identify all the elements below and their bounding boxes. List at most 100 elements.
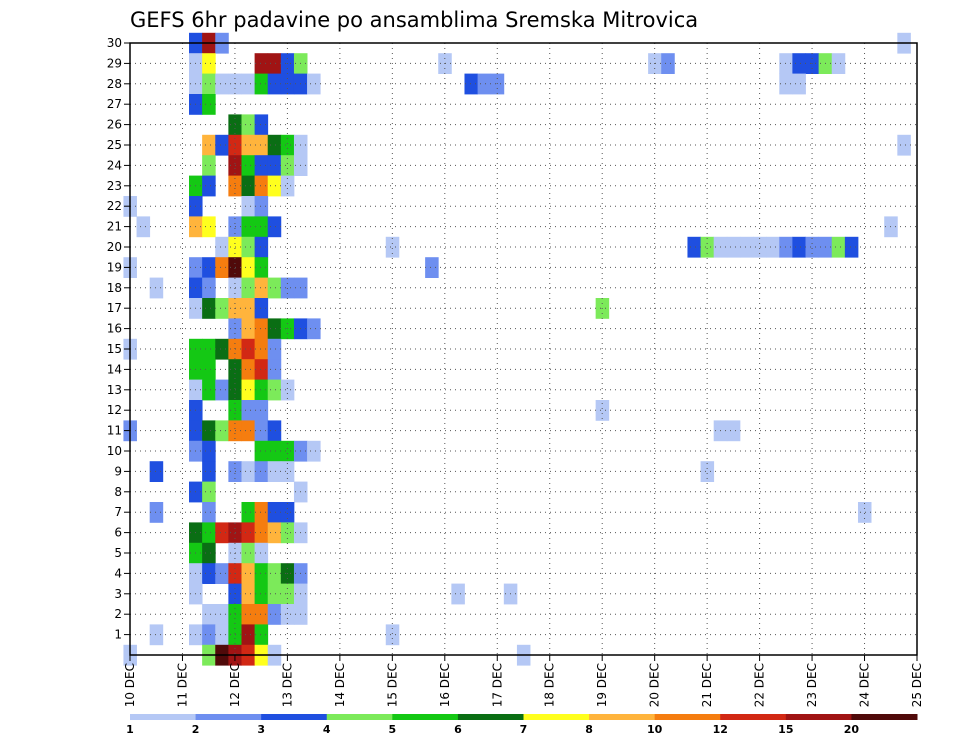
heatmap-cell xyxy=(779,73,793,95)
heatmap-cell xyxy=(280,134,295,156)
heatmap-cell xyxy=(280,461,295,482)
legend-label: 8 xyxy=(585,723,593,736)
legend-swatch xyxy=(261,714,328,720)
heatmap-cell xyxy=(202,53,216,74)
heatmap-cell xyxy=(464,73,478,95)
heatmap-cell xyxy=(280,604,295,625)
y-tick-label: 23 xyxy=(107,179,122,193)
heatmap-cell xyxy=(202,624,216,646)
heatmap-cell xyxy=(267,277,282,299)
x-tick-label: 16 DEC xyxy=(438,663,452,707)
y-tick-label: 17 xyxy=(107,301,122,315)
heatmap-cells xyxy=(123,32,911,666)
heatmap-cell xyxy=(241,277,256,299)
heatmap-cell xyxy=(267,318,282,340)
heatmap-cell xyxy=(844,236,859,258)
heatmap-cell xyxy=(726,420,741,442)
heatmap-cell xyxy=(215,298,229,319)
heatmap-cell xyxy=(241,604,256,625)
heatmap-cell xyxy=(267,522,282,544)
heatmap-cell xyxy=(254,542,269,564)
heatmap-cell xyxy=(241,624,256,646)
heatmap-cell xyxy=(477,73,492,95)
heatmap-cell xyxy=(280,379,295,401)
heatmap-cell xyxy=(700,236,715,258)
heatmap-cell xyxy=(202,134,216,156)
x-tick-label: 25 DEC xyxy=(910,663,924,707)
heatmap-cell xyxy=(700,461,715,482)
x-axis: 10 DEC 11 DEC 12 DEC 13 DEC 14 DEC 15 DEC 16 D… xyxy=(123,655,924,707)
heatmap-cell xyxy=(280,522,295,544)
heatmap-cell xyxy=(202,298,216,319)
heatmap-cell xyxy=(739,236,754,258)
heatmap-cell xyxy=(254,359,269,380)
heatmap-cell xyxy=(805,236,820,258)
y-axis: 1234567891011121314151617181920212223242… xyxy=(107,36,130,642)
heatmap-cell xyxy=(267,216,282,238)
heatmap-cell xyxy=(241,542,256,564)
heatmap-cell xyxy=(202,379,216,401)
heatmap-cell xyxy=(267,359,282,380)
heatmap-cell xyxy=(307,318,321,340)
heatmap-cell xyxy=(267,175,282,197)
heatmap-cell xyxy=(254,236,269,258)
x-tick-label: 11 DEC xyxy=(175,663,189,707)
heatmap-cell xyxy=(202,257,216,278)
y-tick-label: 22 xyxy=(107,199,122,213)
heatmap-cell xyxy=(241,563,256,584)
heatmap-cell xyxy=(202,563,216,584)
legend-swatch xyxy=(785,714,852,720)
x-tick-label: 14 DEC xyxy=(333,663,347,707)
heatmap-cell xyxy=(241,522,256,544)
y-tick-label: 5 xyxy=(114,546,122,560)
heatmap-cell xyxy=(254,440,269,462)
y-tick-label: 8 xyxy=(114,485,122,499)
heatmap-cell xyxy=(215,563,229,584)
heatmap-cell xyxy=(267,155,282,176)
legend-swatch xyxy=(392,714,459,720)
heatmap-cell xyxy=(267,461,282,482)
x-tick-label: 24 DEC xyxy=(858,663,872,707)
legend-label: 1 xyxy=(126,723,134,736)
heatmap-cell xyxy=(202,481,216,503)
heatmap-cell xyxy=(215,73,229,95)
heatmap-cell xyxy=(254,338,269,360)
heatmap-cell xyxy=(254,53,269,74)
y-tick-label: 14 xyxy=(107,362,122,376)
y-tick-label: 16 xyxy=(107,322,122,336)
x-tick-label: 17 DEC xyxy=(490,663,504,707)
heatmap-cell xyxy=(687,236,701,258)
heatmap-cell xyxy=(280,502,295,523)
heatmap-cell xyxy=(897,134,911,156)
x-tick-label: 10 DEC xyxy=(123,663,137,707)
y-tick-label: 26 xyxy=(107,118,122,132)
heatmap-cell xyxy=(241,73,256,95)
heatmap-cell xyxy=(136,216,151,238)
heatmap-cell xyxy=(451,583,465,605)
y-tick-label: 21 xyxy=(107,220,122,234)
heatmap-cell xyxy=(779,236,793,258)
heatmap-cell xyxy=(202,359,216,380)
y-tick-label: 20 xyxy=(107,240,122,254)
heatmap-cell xyxy=(254,624,269,646)
heatmap-cell xyxy=(267,338,282,360)
heatmap-cell xyxy=(202,277,216,299)
heatmap-cell xyxy=(149,502,164,523)
heatmap-cell xyxy=(202,155,216,176)
heatmap-cell xyxy=(202,461,216,482)
heatmap-cell xyxy=(254,420,269,442)
y-tick-label: 11 xyxy=(107,424,122,438)
heatmap-cell xyxy=(831,53,846,74)
heatmap-cell xyxy=(215,379,229,401)
heatmap-cell xyxy=(241,461,256,482)
y-tick-label: 27 xyxy=(107,97,122,111)
x-tick-label: 15 DEC xyxy=(385,663,399,707)
heatmap-cell xyxy=(425,257,439,278)
heatmap-cell xyxy=(254,400,269,421)
heatmap-cell xyxy=(280,175,295,197)
x-tick-label: 13 DEC xyxy=(280,663,294,707)
heatmap-cell xyxy=(149,461,164,482)
x-tick-label: 12 DEC xyxy=(228,663,242,707)
legend-label: 10 xyxy=(647,723,663,736)
